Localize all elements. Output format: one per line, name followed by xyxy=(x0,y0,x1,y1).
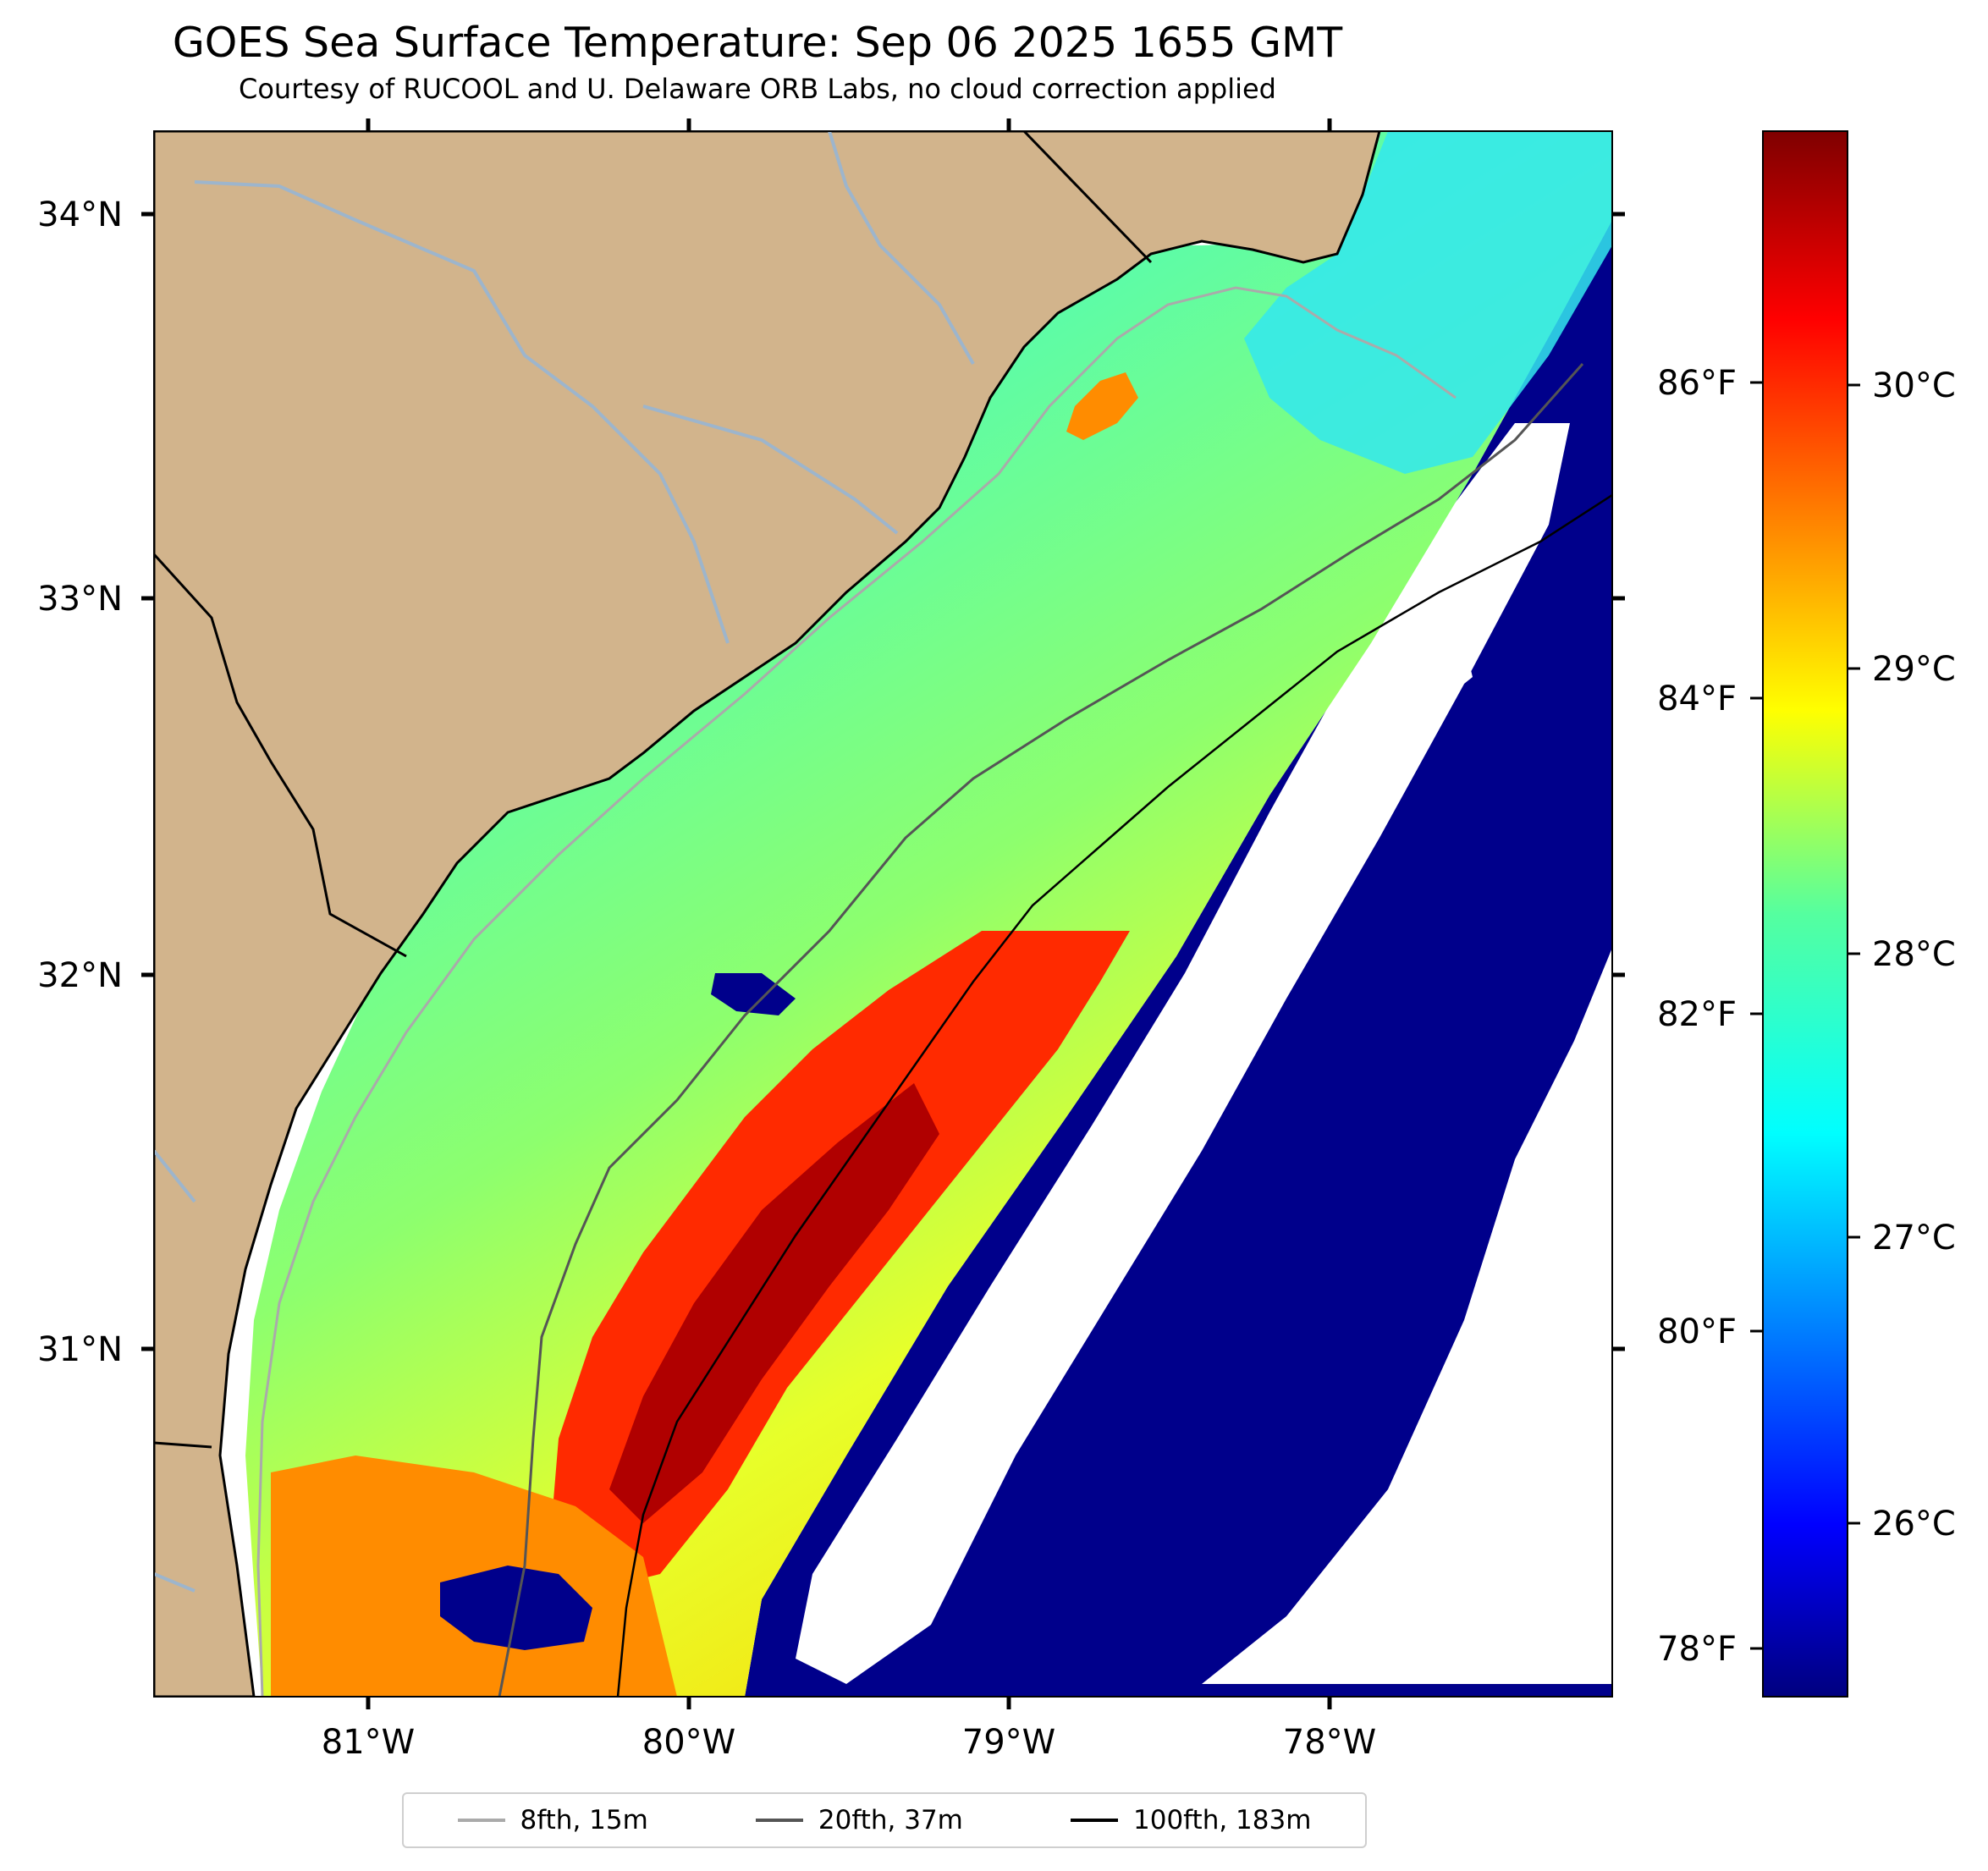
chart-title: GOES Sea Surface Temperature: Sep 06 202… xyxy=(172,19,1343,67)
map-area xyxy=(154,131,1612,1697)
colorbar-c-label: 27°C xyxy=(1872,1219,1956,1257)
legend-item-20fth: 20fth, 37m xyxy=(755,1805,963,1835)
legend-item-100fth: 100fth, 183m xyxy=(1071,1805,1311,1835)
colorbar-ticks xyxy=(1750,381,1860,1650)
lat-tick-label: 34°N xyxy=(37,195,123,234)
cool-water-ne xyxy=(1244,131,1612,474)
lon-tick-label: 78°W xyxy=(1283,1723,1376,1762)
isobath-8fth xyxy=(256,286,1457,1697)
cold-patch-mid xyxy=(711,973,796,1015)
major-ticks xyxy=(141,118,1625,1709)
rivers xyxy=(154,131,975,1593)
chart-subtitle: Courtesy of RUCOOL and U. Delaware ORB L… xyxy=(239,73,1276,105)
isobath-20fth xyxy=(498,363,1584,1697)
lon-tick-label: 80°W xyxy=(642,1723,735,1762)
land-mass xyxy=(154,131,1381,1697)
colorbar-f-label: 84°F xyxy=(1657,680,1737,718)
colorbar-c-label: 26°C xyxy=(1872,1505,1956,1544)
cloud-gap-band xyxy=(796,423,1570,1684)
colorbar-f-label: 78°F xyxy=(1657,1630,1737,1669)
legend-label: 20fth, 37m xyxy=(818,1805,963,1835)
isobath-legend: 8fth, 15m 20fth, 37m 100fth, 183m xyxy=(402,1792,1367,1848)
legend-item-8fth: 8fth, 15m xyxy=(457,1805,648,1835)
legend-label: 8fth, 15m xyxy=(520,1805,648,1835)
colorbar-c-label: 30°C xyxy=(1872,366,1956,405)
lat-tick-label: 33°N xyxy=(37,580,123,619)
shelf-water xyxy=(245,131,1612,1697)
state-borders xyxy=(154,131,1153,1449)
colorbar-f-label: 82°F xyxy=(1657,995,1737,1034)
cloud-gap-east xyxy=(1202,948,1612,1684)
colorbar-c-label: 29°C xyxy=(1872,650,1956,689)
colorbar-f-label: 86°F xyxy=(1657,364,1737,403)
lon-tick-label: 81°W xyxy=(322,1723,415,1762)
legend-label: 100fth, 183m xyxy=(1133,1805,1312,1835)
offshore-cold-region xyxy=(745,220,1612,1697)
colorbar xyxy=(1762,130,1848,1698)
map-frame xyxy=(153,130,1613,1698)
colorbar-f-label: 80°F xyxy=(1657,1312,1737,1351)
lat-tick-label: 32°N xyxy=(37,956,123,995)
legend-swatch xyxy=(755,1819,803,1822)
warm-patch-north xyxy=(1066,372,1138,440)
isobath-100fth xyxy=(616,493,1612,1697)
lat-tick-label: 31°N xyxy=(37,1330,123,1369)
legend-swatch xyxy=(1071,1819,1118,1822)
colorbar-c-label: 28°C xyxy=(1872,935,1956,974)
lon-tick-label: 79°W xyxy=(962,1723,1055,1762)
gulf-stream-core xyxy=(609,1083,939,1523)
cloud-gap-ne xyxy=(1405,609,1473,711)
legend-swatch xyxy=(457,1819,505,1822)
